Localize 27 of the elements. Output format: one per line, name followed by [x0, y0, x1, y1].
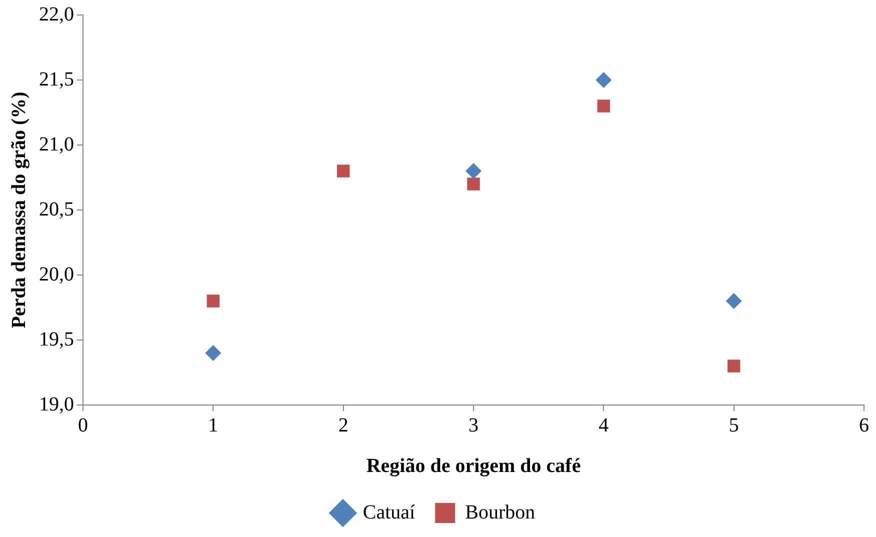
y-tick-label: 20,0 — [39, 263, 74, 286]
y-tick-label: 21,5 — [39, 68, 74, 90]
legend-label: Bourbon — [465, 501, 536, 524]
x-tick-label: 4 — [598, 414, 609, 436]
y-tick-label: 20,5 — [39, 198, 74, 220]
y-axis-title: Perda demassa do grão (%) — [8, 92, 30, 328]
x-tick-label: 5 — [728, 414, 739, 436]
y-tick-label: 19,0 — [39, 393, 74, 416]
x-tick-label: 1 — [208, 414, 218, 436]
point — [205, 345, 222, 361]
point — [206, 294, 220, 308]
x-tick-label: 0 — [78, 414, 88, 436]
x-tick-label: 6 — [859, 414, 869, 436]
y-tick-label: 19,5 — [39, 328, 74, 350]
point — [466, 163, 482, 179]
point — [727, 360, 740, 372]
y-tick-label: 22,0 — [39, 3, 74, 26]
legend-label: Catuaí — [362, 501, 416, 524]
point — [596, 72, 612, 88]
point — [597, 100, 610, 112]
point — [336, 164, 350, 178]
x-tick-label: 2 — [338, 414, 348, 436]
y-tick-label: 21,0 — [39, 133, 74, 156]
x-tick-label: 3 — [468, 414, 478, 436]
x-axis-title: Região de origem do café — [366, 455, 581, 478]
point — [467, 178, 480, 190]
point — [726, 293, 742, 309]
